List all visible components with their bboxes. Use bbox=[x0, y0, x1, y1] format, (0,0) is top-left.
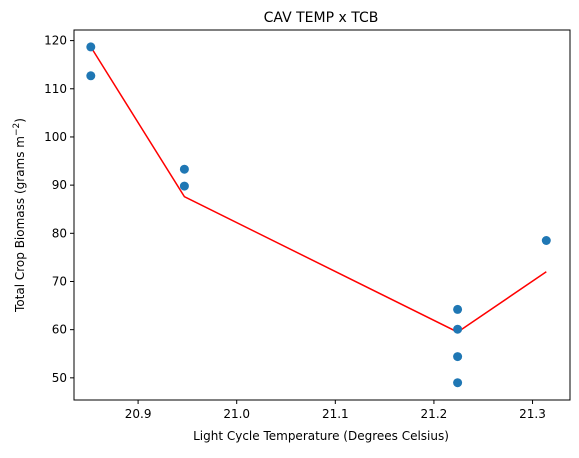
y-tick-label: 70 bbox=[52, 274, 67, 288]
scatter-point bbox=[179, 181, 189, 191]
scatter-point bbox=[86, 42, 96, 52]
x-tick-label: 21.0 bbox=[223, 407, 250, 421]
scatter-point bbox=[453, 324, 463, 334]
x-axis-label: Light Cycle Temperature (Degrees Celsius… bbox=[193, 429, 449, 443]
scatter-point bbox=[541, 236, 551, 245]
y-axis-label-sup: −2 bbox=[12, 123, 22, 136]
x-tick-label: 21.3 bbox=[519, 407, 546, 421]
x-tick-label: 21.1 bbox=[322, 407, 349, 421]
x-tick-label: 21.2 bbox=[421, 407, 448, 421]
scatter-point bbox=[453, 352, 463, 362]
x-tick-label: 20.9 bbox=[125, 407, 152, 421]
x-axis: 20.9 21.0 21.1 21.2 21.3 bbox=[125, 400, 546, 421]
trend-line bbox=[90, 46, 547, 333]
y-axis: 50 60 70 80 90 100 110 120 bbox=[44, 34, 74, 385]
y-axis-label: Total Crop Biomass (grams m−2) bbox=[12, 118, 27, 313]
scatter-point bbox=[86, 71, 96, 81]
scatter-point bbox=[453, 304, 463, 314]
y-tick-label: 100 bbox=[44, 130, 67, 144]
y-tick-label: 60 bbox=[52, 323, 67, 337]
plot-area bbox=[86, 42, 551, 388]
y-tick-label: 90 bbox=[52, 178, 67, 192]
y-tick-label: 120 bbox=[44, 34, 67, 48]
y-tick-label: 80 bbox=[52, 226, 67, 240]
y-axis-label-main: Total Crop Biomass (grams m bbox=[13, 136, 27, 313]
y-tick-label: 110 bbox=[44, 82, 67, 96]
scatter-point bbox=[453, 378, 463, 388]
y-tick-label: 50 bbox=[52, 371, 67, 385]
chart-title: CAV TEMP x TCB bbox=[264, 10, 379, 26]
plot-frame bbox=[73, 29, 571, 401]
y-axis-label-close: ) bbox=[13, 118, 27, 123]
scatter-point bbox=[179, 164, 189, 174]
